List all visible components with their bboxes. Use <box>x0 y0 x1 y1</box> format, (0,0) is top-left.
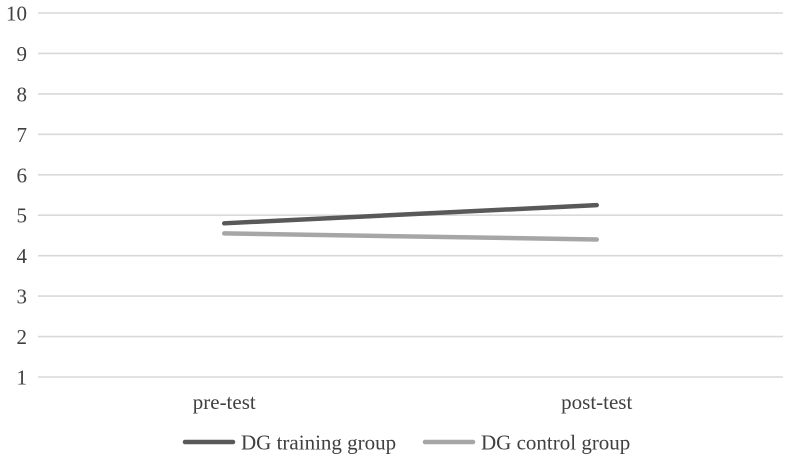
y-tick-label: 6 <box>17 163 28 187</box>
y-tick-label: 9 <box>17 42 28 66</box>
series-line-dg-training-group <box>222 202 599 226</box>
x-category-label: post-test <box>561 390 632 414</box>
y-tick-label: 7 <box>17 123 28 147</box>
legend-label-1: DG training group <box>241 431 396 455</box>
y-tick-label: 5 <box>17 204 28 228</box>
legend-label-2: DG control group <box>481 431 630 455</box>
y-tick-label: 8 <box>17 82 28 106</box>
series-line-dg-control-group <box>222 231 599 242</box>
y-tick-label: 2 <box>17 325 28 349</box>
x-category-label: pre-test <box>193 390 256 414</box>
y-tick-label: 1 <box>17 366 28 390</box>
y-tick-label: 3 <box>17 285 28 309</box>
y-tick-label: 10 <box>6 2 27 26</box>
y-tick-label: 4 <box>17 244 28 268</box>
